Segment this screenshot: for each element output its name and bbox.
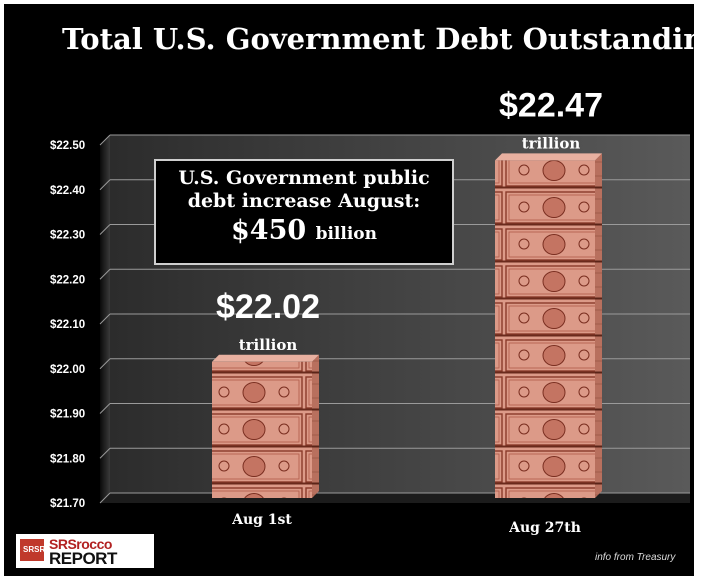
y-tick-label: $22.40 bbox=[50, 185, 85, 197]
annotation-line-1: U.S. Government public bbox=[178, 167, 430, 189]
chart-title: Total U.S. Government Debt Outstanding bbox=[62, 22, 694, 56]
y-tick-label: $22.00 bbox=[50, 364, 85, 376]
y-tick-label: $22.50 bbox=[50, 140, 85, 152]
y-tick-label: $22.10 bbox=[50, 319, 85, 331]
annotation-line-2: debt increase August: bbox=[187, 190, 421, 212]
bar-value-label: $22.47 bbox=[499, 86, 603, 124]
bar-unit-label: trillion bbox=[239, 336, 298, 354]
logo-mark-icon: SRSR bbox=[20, 539, 45, 561]
y-tick-label: $21.70 bbox=[50, 498, 85, 510]
bar-front bbox=[495, 160, 595, 499]
bar-top bbox=[495, 153, 602, 161]
gridline-side bbox=[99, 492, 111, 504]
annotation-box: U.S. Government public debt increase Aug… bbox=[154, 159, 454, 265]
source-note: info from Treasury bbox=[595, 552, 676, 563]
gridline-side bbox=[99, 403, 111, 414]
gridline-side bbox=[99, 179, 111, 191]
bar-side bbox=[595, 153, 602, 499]
gridline-side bbox=[99, 224, 111, 235]
x-tick-label: Aug 27th bbox=[508, 520, 581, 536]
y-tick-label: $21.80 bbox=[50, 453, 85, 465]
bar-1 bbox=[212, 354, 319, 498]
bar-front bbox=[212, 361, 312, 498]
gridline-side bbox=[99, 358, 111, 370]
chart-frame: Total U.S. Government Debt Outstanding bbox=[4, 4, 694, 576]
srsrocco-logo: SRSR SRSrocco REPORT bbox=[16, 534, 154, 568]
bar-value-label: $22.02 bbox=[216, 288, 320, 326]
logo-line-2: REPORT bbox=[49, 549, 117, 568]
floor bbox=[100, 493, 690, 503]
bar-side bbox=[312, 354, 319, 498]
bar-unit-label: trillion bbox=[522, 134, 581, 152]
y-tick-label: $22.30 bbox=[50, 230, 85, 242]
annotation-amount-line: $450 billion bbox=[156, 214, 452, 251]
y-tick-label: $21.90 bbox=[50, 409, 85, 421]
bar-top bbox=[212, 354, 319, 362]
gridline-side bbox=[99, 134, 111, 146]
gridline-side bbox=[99, 313, 111, 325]
annotation-amount: $450 bbox=[231, 215, 307, 246]
bar-2 bbox=[495, 153, 602, 499]
y-tick-label: $22.20 bbox=[50, 274, 85, 286]
annotation-amount-unit: billion bbox=[315, 224, 377, 244]
bar-chart: $22.50 $22.40 $22.30 $22.20 $22.10 $22.00 $21.… bbox=[50, 86, 690, 536]
logo-line-1: SRSrocco bbox=[49, 536, 112, 552]
x-tick-label: Aug 1st bbox=[231, 512, 292, 528]
gridline-side bbox=[99, 268, 111, 280]
gridline-side bbox=[99, 447, 111, 459]
